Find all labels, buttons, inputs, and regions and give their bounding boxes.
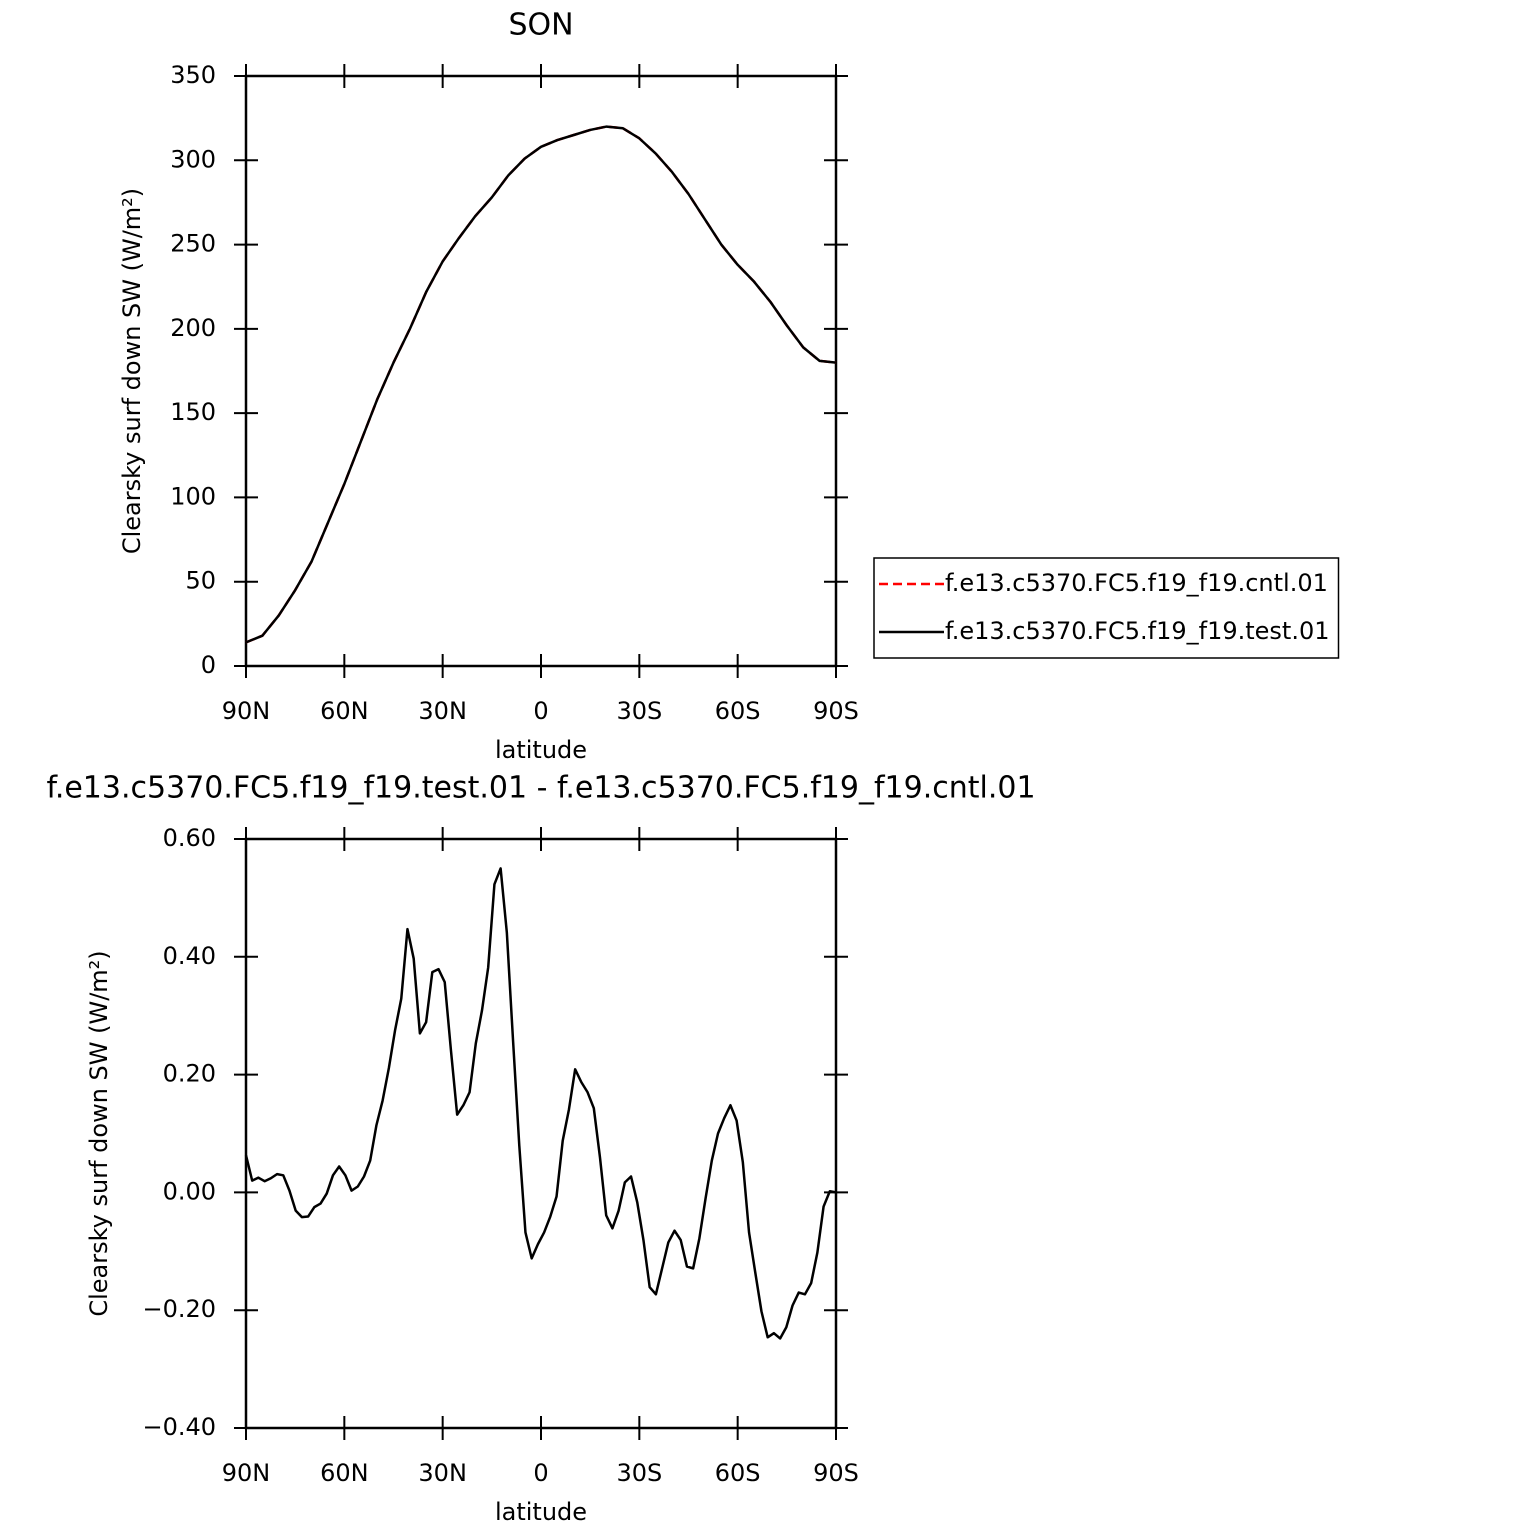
y-tick-label: −0.40 [142, 1413, 216, 1441]
plot-frame [244, 837, 838, 1430]
x-tick-label: 90N [222, 697, 271, 725]
x-tick-label: 60N [320, 1459, 369, 1487]
y-tick-label: 250 [170, 230, 216, 258]
y-tick-label: 150 [170, 398, 216, 426]
legend-label: f.e13.c5370.FC5.f19_f19.test.01 [945, 617, 1330, 645]
y-axis-label: Clearsky surf down SW (W/m²) [118, 188, 146, 554]
x-axis-label: latitude [495, 736, 587, 764]
legend-frame [873, 557, 1340, 659]
legend-label: f.e13.c5370.FC5.f19_f19.cntl.01 [945, 569, 1328, 597]
x-tick-label: 0 [533, 697, 548, 725]
x-tick-label: 0 [533, 1459, 548, 1487]
y-tick-label: 0.00 [163, 1177, 216, 1205]
data-line [244, 867, 837, 1340]
data-line [245, 125, 837, 644]
x-tick-label: 60S [715, 697, 761, 725]
x-tick-label: 60S [715, 1459, 761, 1487]
y-tick-label: 50 [185, 567, 216, 595]
y-tick-label: 0.40 [163, 942, 216, 970]
chart-title: SON [508, 8, 573, 43]
x-tick-label: 30S [616, 697, 662, 725]
y-axis-label: Clearsky surf down SW (W/m²) [85, 950, 113, 1316]
data-line [245, 125, 837, 644]
x-tick-label: 60N [320, 697, 369, 725]
y-tick-label: 200 [170, 314, 216, 342]
legend: f.e13.c5370.FC5.f19_f19.cntl.01 f.e13.c53… [873, 557, 1340, 659]
y-tick-label: 350 [170, 61, 216, 89]
plot-frame [244, 74, 838, 668]
y-tick-label: 0 [201, 651, 216, 679]
x-tick-label: 90S [813, 1459, 859, 1487]
x-tick-label: 30S [616, 1459, 662, 1487]
chart-title: f.e13.c5370.FC5.f19_f19.test.01 - f.e13.… [46, 771, 1035, 806]
y-tick-label: 100 [170, 482, 216, 510]
x-tick-label: 90N [222, 1459, 271, 1487]
y-tick-label: −0.20 [142, 1295, 216, 1323]
x-axis-label: latitude [495, 1498, 587, 1526]
x-tick-label: 90S [813, 697, 859, 725]
x-tick-label: 30N [418, 697, 467, 725]
y-tick-label: 0.20 [163, 1060, 216, 1088]
y-tick-label: 300 [170, 145, 216, 173]
x-tick-label: 30N [418, 1459, 467, 1487]
y-tick-label: 0.60 [163, 824, 216, 852]
